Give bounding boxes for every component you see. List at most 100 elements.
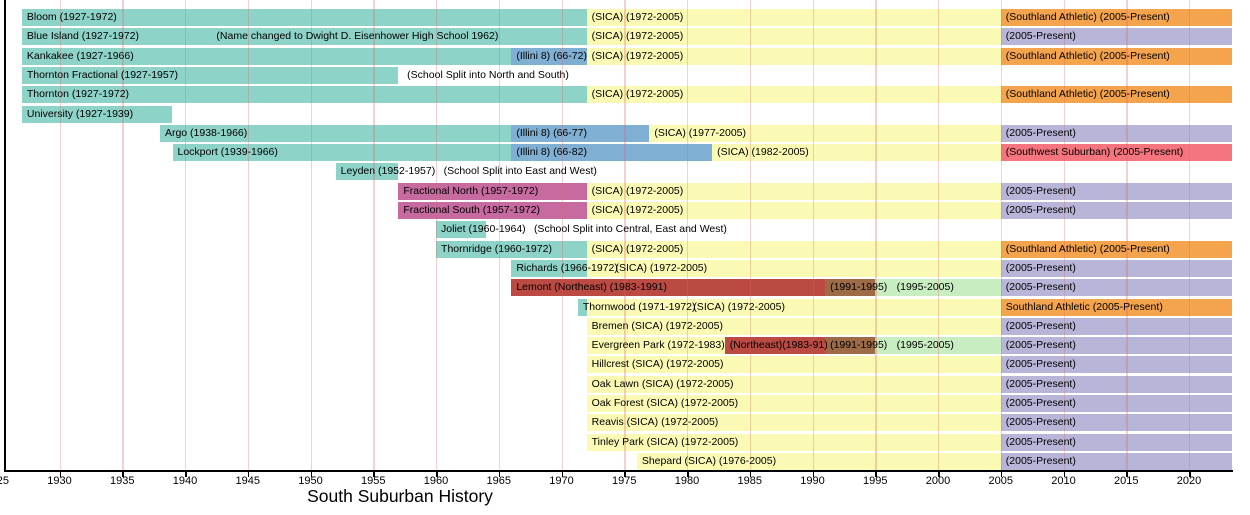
timeline-bar — [1000, 240, 1232, 258]
timeline-bar — [586, 356, 1001, 374]
bar-label: Argo (1938-1966) — [164, 126, 248, 139]
bar-label: (2005-Present) — [1005, 261, 1076, 274]
bar-label: Fractional South (1957-1972) — [403, 204, 540, 216]
gridline — [812, 0, 814, 470]
bar-label: (Northeast)(1983-91) — [729, 339, 828, 352]
timeline-bar — [511, 124, 650, 142]
timeline-bar — [586, 375, 1001, 393]
gridline — [1000, 0, 1003, 470]
bar-label: Shepard (SICA) (1976-2005) — [641, 454, 777, 467]
bar-label: Thornwood (1971-1972) — [582, 300, 696, 313]
bar-label: Blue Island (1927-1972) — [26, 30, 139, 43]
axis-tick-label: 1985 — [737, 475, 763, 487]
bar-label: (2005-Present) — [1005, 416, 1076, 429]
timeline-bar — [586, 9, 1001, 26]
axis-tick-label: 1970 — [549, 475, 574, 487]
timeline-bar — [1000, 47, 1232, 65]
timeline-bar — [511, 259, 587, 277]
axis-tick — [185, 470, 187, 477]
timeline-bar — [1000, 259, 1232, 277]
bar-label: (2005-Present) — [1005, 281, 1076, 294]
bar-label: (SICA) (1972-2005) — [591, 184, 684, 197]
gridline — [938, 0, 940, 470]
bar-label: (2005-Present) — [1005, 126, 1076, 139]
bar-label: Bloom (1927-1972) — [26, 11, 117, 23]
axis-tick-label: 1990 — [800, 475, 825, 487]
bar-label: (SICA) (1972-2005) — [591, 49, 684, 62]
axis-tick — [687, 470, 689, 477]
axis-tick-label: 1995 — [863, 475, 888, 487]
bar-label: (2005-Present) — [1005, 377, 1076, 390]
annotation-text: (Name changed to Dwight D. Eisenhower Hi… — [216, 30, 499, 43]
timeline-bar — [21, 28, 587, 46]
timeline-bar — [1000, 317, 1232, 335]
axis-tick-label: 1950 — [298, 475, 323, 487]
gridline — [185, 0, 187, 470]
timeline-bar — [586, 86, 1001, 104]
bar-label: Reavis (SICA) (1972-2005) — [591, 416, 719, 429]
timeline-bar — [335, 163, 399, 181]
gridline — [498, 0, 501, 470]
bar-label: (SICA) (1972-2005) — [615, 261, 708, 274]
axis-tick-label: 2020 — [1176, 475, 1202, 487]
bar-label: (2005-Present) — [1005, 435, 1076, 448]
timeline-bar — [1000, 356, 1232, 374]
timeline-bar — [1000, 144, 1232, 162]
timeline-bar — [1000, 414, 1232, 432]
timeline-bar — [1000, 202, 1232, 219]
annotation-text: (School Split into North and South) — [407, 68, 569, 81]
axis-tick — [812, 470, 815, 477]
bar-label: (2005-Present) — [1005, 339, 1076, 352]
timeline-bar — [586, 414, 1001, 432]
bar-label: (2005-Present) — [1005, 397, 1076, 409]
timeline-bar — [724, 337, 826, 355]
bar-label: Hillcrest (SICA) (1972-2005) — [591, 358, 724, 371]
bar-label: Lockport (1939-1966) — [177, 146, 278, 159]
bar-label: (2005-Present) — [1005, 204, 1076, 216]
axis-tick — [561, 470, 564, 477]
axis-tick — [498, 470, 501, 477]
bar-label: Richards (1966-1972) — [516, 261, 618, 274]
gridline — [1063, 0, 1065, 470]
axis-tick-label: 1945 — [235, 475, 261, 487]
bar-label: (Southwest Suburban) (2005-Present) — [1005, 146, 1184, 159]
axis-tick-label: 1955 — [361, 475, 386, 487]
axis-tick-label: 1965 — [486, 475, 512, 487]
gridline — [1189, 0, 1191, 470]
timeline-bar — [159, 124, 512, 142]
timeline-bar — [586, 47, 1001, 65]
bar-label: Southland Athletic (2005-Present) — [1005, 300, 1163, 313]
bar-label: (SICA) (1972-2005) — [591, 242, 684, 255]
gridline — [122, 0, 124, 470]
timeline-bar — [21, 9, 587, 26]
axis-tick — [59, 470, 62, 477]
gridline — [59, 0, 61, 470]
bar-label: (Southland Athletic) (2005-Present) — [1005, 88, 1170, 101]
chart-title: South Suburban History — [307, 486, 493, 506]
axis-tick-label: 1925 — [0, 475, 10, 487]
bar-label: (SICA) (1977-2005) — [654, 126, 747, 139]
bar-label: (Illini 8) (66-82) — [516, 146, 587, 159]
bar-label: (2005-Present) — [1005, 358, 1076, 371]
timeline-bar — [875, 279, 1001, 297]
timeline-bar — [712, 144, 1001, 162]
bar-label: (2005-Present) — [1005, 454, 1076, 467]
axis-tick-label: 1980 — [674, 475, 700, 487]
timeline-bar — [825, 279, 876, 297]
timeline-bar — [586, 182, 1001, 200]
timeline-bar — [1000, 86, 1232, 104]
timeline-bar — [436, 240, 587, 258]
x-axis-line — [4, 470, 1233, 472]
bar-label: (Illini 8) (66-77) — [516, 126, 587, 139]
annotation-text: (School Split into East and West) — [443, 165, 597, 178]
timeline-bar — [586, 395, 1001, 412]
bar-label: (SICA) (1982-2005) — [717, 146, 809, 159]
timeline-bar — [1000, 433, 1232, 451]
gridline — [624, 0, 626, 470]
bar-label: Thornton Fractional (1927-1957) — [26, 68, 179, 81]
timeline-bar — [172, 144, 512, 162]
timeline-bar — [21, 105, 173, 123]
bar-label: Lemont (Northeast) (1983-1991) — [516, 281, 667, 294]
timeline-bar — [586, 317, 1001, 335]
